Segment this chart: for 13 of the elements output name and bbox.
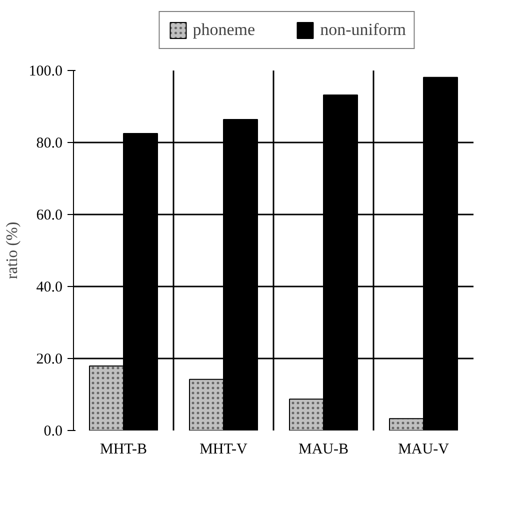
y-tick-label: 20.0 xyxy=(36,352,62,368)
x-tick-label: MAU-V xyxy=(398,442,450,458)
x-tick-label: MAU-B xyxy=(298,442,349,458)
y-tick-label: 100.0 xyxy=(28,64,62,80)
y-tick-label: 60.0 xyxy=(36,208,62,224)
y-axis-title: ratio (%) xyxy=(4,222,21,280)
x-tick-label: MHT-B xyxy=(100,442,147,458)
legend-label: non-uniform xyxy=(320,20,406,40)
y-tick-label: 80.0 xyxy=(36,136,62,152)
y-tick-label: 40.0 xyxy=(36,280,62,296)
y-tick-label: 0.0 xyxy=(44,424,62,440)
legend-label: phoneme xyxy=(192,20,256,40)
x-tick-label: MHT-V xyxy=(200,442,248,458)
